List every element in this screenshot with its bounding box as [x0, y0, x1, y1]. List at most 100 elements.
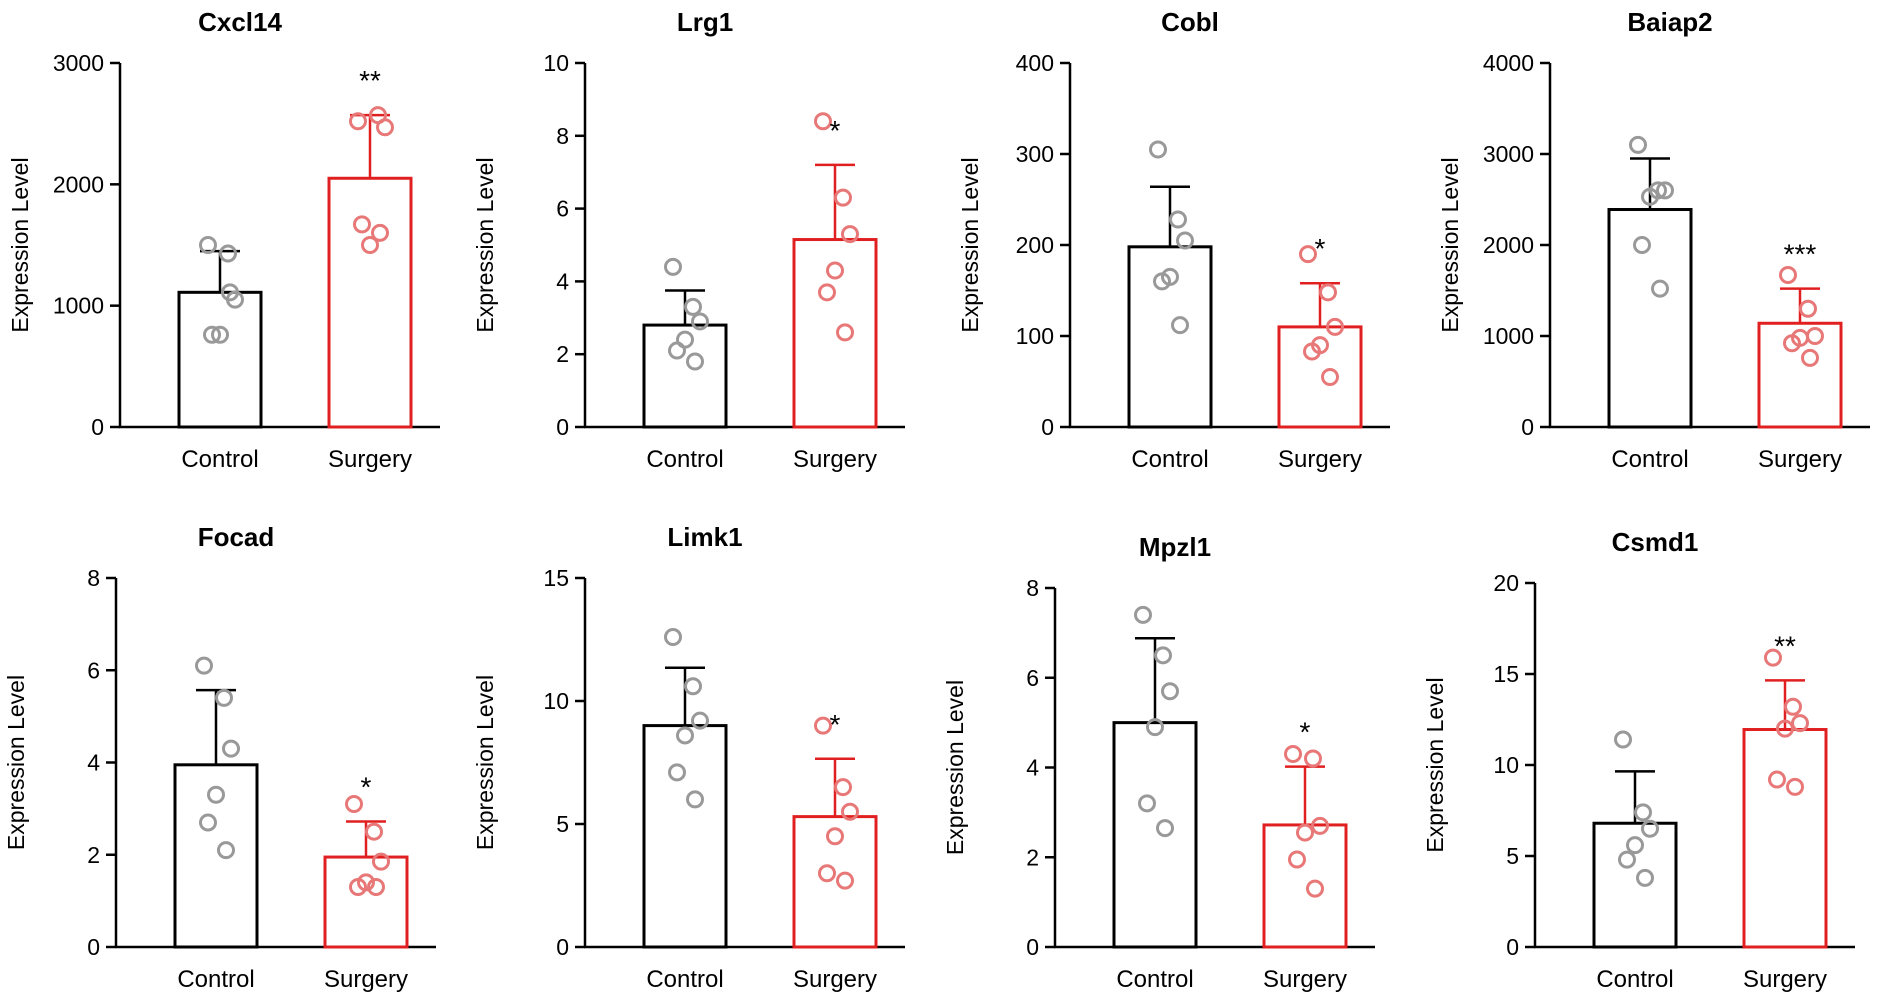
data-point-control — [664, 628, 682, 647]
data-point-surgery — [1799, 299, 1817, 318]
y-tick-label: 8 — [1026, 575, 1039, 601]
bar-surgery — [1262, 823, 1348, 949]
data-point-surgery — [1801, 348, 1819, 367]
significance-marker: ** — [359, 65, 381, 96]
y-tick-label: 0 — [87, 934, 100, 960]
data-point-control — [1633, 236, 1651, 254]
data-point-surgery — [834, 188, 852, 207]
data-point-surgery — [371, 223, 389, 242]
data-point-control — [1171, 316, 1189, 335]
bar-control — [173, 763, 259, 949]
data-point-control — [1626, 836, 1644, 855]
chart-title: Focad — [198, 522, 275, 552]
data-point-surgery — [1306, 879, 1324, 898]
chart-panel-cobl: Cobl Expression Level 0 100 200 300 400 Control… — [957, 7, 1390, 473]
bar-control — [1592, 821, 1678, 949]
data-point-control — [691, 312, 709, 331]
y-axis-label: Expression Level — [957, 157, 983, 332]
y-axis-label: Expression Level — [472, 157, 498, 332]
data-point-control — [1651, 279, 1669, 298]
data-point-surgery — [1321, 367, 1339, 386]
data-point-control — [686, 790, 704, 809]
data-point-control — [207, 785, 225, 804]
data-point-control — [1641, 819, 1659, 838]
data-point-control — [1176, 231, 1194, 250]
x-category-label: Control — [181, 446, 258, 473]
x-category-label: Control — [1131, 446, 1208, 473]
data-point-surgery — [1311, 816, 1329, 835]
data-point-control — [1146, 718, 1164, 737]
data-point-control — [684, 677, 702, 696]
bar-surgery — [792, 238, 878, 429]
x-category-label: Surgery — [793, 446, 877, 473]
x-category-label: Surgery — [328, 446, 412, 473]
data-point-control — [221, 283, 239, 302]
data-point-control — [199, 813, 217, 832]
data-point-control — [1629, 135, 1647, 154]
data-point-control — [668, 763, 686, 782]
chart-title: Baiap2 — [1627, 7, 1712, 37]
y-tick-label: 8 — [556, 123, 569, 149]
y-tick-label: 0 — [1521, 414, 1534, 440]
data-point-surgery — [353, 215, 371, 234]
bar-surgery — [792, 815, 878, 949]
chart-title: Cobl — [1161, 7, 1219, 37]
y-tick-label: 2000 — [1483, 232, 1534, 258]
bar-surgery — [323, 855, 409, 949]
y-tick-label: 0 — [1026, 934, 1039, 960]
chart-panel-mpzl1: Mpzl1 Expression Level 0 2 4 6 8 Control Surgery… — [942, 532, 1375, 993]
chart-title: Cxcl14 — [198, 7, 282, 37]
data-point-control — [1161, 682, 1179, 701]
significance-marker: * — [830, 709, 841, 740]
bar-control — [642, 323, 728, 429]
data-point-control — [1634, 803, 1652, 822]
y-axis-label: Expression Level — [472, 675, 498, 850]
x-category-label: Surgery — [1758, 446, 1842, 473]
bar-surgery — [1742, 728, 1828, 949]
data-point-control — [684, 297, 702, 316]
data-point-surgery — [1791, 714, 1809, 733]
chart-panel-csmd1: Csmd1 Expression Level 0 5 10 15 20 Control Surg… — [1422, 527, 1855, 993]
data-point-surgery — [818, 864, 836, 883]
y-tick-label: 4 — [1026, 755, 1039, 781]
data-point-surgery — [834, 778, 852, 797]
y-tick-label: 5 — [556, 811, 569, 837]
y-tick-label: 400 — [1016, 50, 1054, 76]
y-tick-label: 0 — [556, 934, 569, 960]
data-point-surgery — [841, 225, 859, 244]
data-point-control — [219, 244, 237, 263]
data-point-surgery — [1326, 317, 1344, 336]
data-point-surgery — [1784, 697, 1802, 716]
data-point-surgery — [814, 716, 832, 735]
y-axis-label: Expression Level — [1437, 157, 1463, 332]
y-tick-label: 4000 — [1483, 50, 1534, 76]
data-point-surgery — [1779, 266, 1797, 285]
data-point-surgery — [345, 795, 363, 814]
data-point-surgery — [1776, 719, 1794, 738]
significance-marker: ** — [1774, 630, 1796, 661]
y-tick-label: 1000 — [1483, 323, 1534, 349]
data-point-surgery — [814, 112, 832, 131]
y-tick-label: 0 — [1041, 414, 1054, 440]
data-point-control — [215, 688, 233, 707]
y-tick-label: 2 — [87, 842, 100, 868]
x-category-label: Control — [646, 446, 723, 473]
chart-panel-lrg1: Lrg1 Expression Level 0 2 4 6 8 10 Control Surger… — [472, 7, 905, 473]
y-tick-label: 10 — [543, 50, 569, 76]
data-point-surgery — [818, 283, 836, 302]
data-point-surgery — [376, 118, 394, 137]
data-point-surgery — [1303, 342, 1321, 361]
y-axis-label: Expression Level — [942, 680, 968, 855]
y-axis-label: Expression Level — [7, 157, 33, 332]
data-point-control — [1134, 605, 1152, 624]
data-point-surgery — [372, 852, 390, 871]
data-point-control — [664, 257, 682, 276]
data-point-surgery — [349, 878, 367, 897]
y-tick-label: 4 — [556, 268, 569, 294]
y-tick-label: 0 — [1506, 934, 1519, 960]
bar-surgery — [1757, 321, 1843, 429]
chart-title: Lrg1 — [677, 7, 733, 37]
significance-marker: * — [361, 772, 372, 803]
bar-surgery — [1277, 325, 1363, 429]
data-point-control — [217, 841, 235, 860]
